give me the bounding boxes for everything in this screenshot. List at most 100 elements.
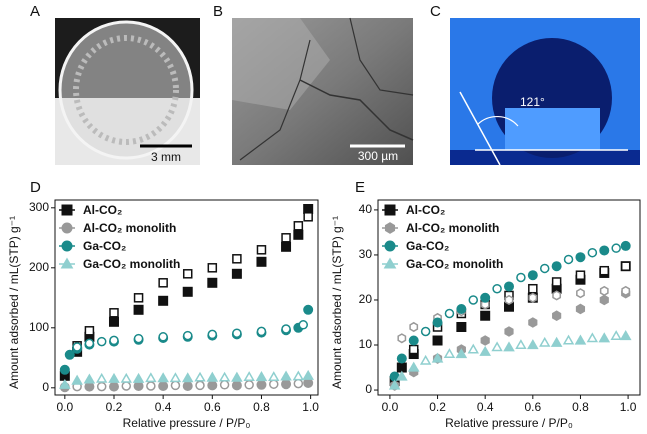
adsorption-point	[255, 371, 268, 382]
adsorption-point	[456, 303, 467, 314]
adsorption-point	[396, 353, 407, 364]
adsorption-point	[157, 372, 169, 383]
desorption-point	[621, 285, 631, 297]
adsorption-point	[552, 310, 562, 322]
panel-label: D	[30, 179, 41, 196]
desorption-point	[96, 381, 107, 392]
adsorption-point	[302, 369, 314, 380]
x-tick-label: 0.2	[429, 400, 446, 414]
desorption-point	[158, 332, 168, 342]
adsorption-point	[599, 245, 610, 256]
adsorption-point	[456, 321, 467, 332]
scale-bar-label: 3 mm	[151, 150, 181, 164]
desorption-point	[133, 293, 144, 303]
desorption-point	[397, 333, 407, 344]
desorption-point	[576, 288, 585, 299]
adsorption-point	[133, 304, 144, 315]
plot-frame	[54, 199, 319, 396]
desorption-point	[539, 263, 550, 274]
desorption-point	[293, 221, 304, 231]
desorption-point	[303, 212, 313, 222]
desorption-point	[256, 326, 267, 337]
panel-label: B	[213, 3, 223, 20]
y-tick-label: 0	[365, 382, 372, 396]
legend-label: Al-CO₂	[406, 203, 445, 217]
adsorption-point	[207, 277, 218, 288]
adsorption-point	[108, 381, 119, 392]
legend-label: Ga-CO₂	[406, 239, 449, 253]
adsorption-point	[182, 286, 193, 297]
adsorption-point	[574, 334, 587, 345]
adsorption-point	[432, 335, 443, 346]
adsorption-point	[158, 295, 169, 306]
desorption-point	[109, 335, 119, 346]
desorption-point	[599, 265, 610, 276]
adsorption-point	[455, 348, 468, 359]
adsorption-point	[575, 303, 586, 315]
adsorption-point	[303, 304, 314, 315]
adsorption-point	[158, 381, 169, 391]
adsorption-point	[281, 241, 292, 252]
adsorption-point	[83, 373, 96, 384]
desorption-point	[207, 263, 218, 273]
desorption-point	[96, 336, 107, 347]
adsorption-point	[408, 335, 419, 346]
x-tick-label: 0.6	[524, 400, 541, 414]
legend-label: Ga-CO₂	[83, 239, 126, 253]
desorption-point	[620, 261, 631, 271]
x-tick-label: 0.4	[477, 400, 494, 414]
adsorption-point	[256, 379, 267, 390]
adsorption-point	[181, 372, 194, 383]
legend-label: Ga-CO₂ monolith	[83, 257, 180, 271]
y-tick-label: 10	[359, 337, 373, 351]
desorption-point	[281, 233, 291, 243]
adsorption-point	[599, 294, 609, 306]
adsorption-point	[108, 316, 119, 327]
adsorption-point	[598, 332, 611, 343]
desorption-point	[528, 283, 538, 294]
desorption-point	[256, 245, 267, 255]
legend-label: Al-CO₂	[83, 203, 122, 217]
adsorption-point	[64, 349, 75, 360]
desorption-point	[121, 381, 132, 391]
desorption-point	[195, 380, 205, 391]
photo-b: 300 µm	[232, 17, 414, 165]
desorption-point	[169, 372, 182, 383]
desorption-point	[207, 329, 218, 340]
desorption-point	[268, 371, 280, 381]
photo-c: 121°	[450, 18, 640, 165]
adsorption-point	[480, 335, 490, 346]
adsorption-point	[388, 379, 401, 390]
desorption-point	[444, 308, 455, 319]
x-tick-label: 0.8	[253, 400, 270, 414]
x-tick-label: 0.2	[106, 400, 123, 414]
scale-bar-label: 300 µm	[358, 149, 398, 163]
desorption-point	[194, 371, 206, 382]
x-axis-label: Relative pressure / P/P₀	[123, 416, 251, 430]
desorption-point	[232, 328, 242, 338]
desorption-point	[587, 247, 598, 258]
desorption-point	[218, 371, 231, 382]
photo-a: 3 mm	[55, 18, 200, 165]
legend-label: Ga-CO₂ monolith	[406, 257, 503, 271]
adsorption-point	[71, 374, 83, 385]
desorption-point	[575, 270, 586, 280]
adsorption-point	[527, 339, 539, 350]
adsorption-point	[620, 240, 631, 251]
desorption-point	[158, 278, 168, 288]
desorption-point	[420, 326, 431, 337]
x-tick-label: 1.0	[302, 400, 319, 414]
desorption-point	[219, 380, 230, 390]
desorption-point	[610, 330, 622, 340]
desorption-point	[146, 381, 156, 391]
desorption-point	[409, 321, 419, 333]
adsorption-point	[206, 371, 219, 382]
adsorption-point	[207, 380, 218, 391]
y-tick-label: 40	[359, 202, 373, 216]
x-tick-label: 0.8	[572, 400, 589, 414]
x-tick-label: 0.0	[382, 400, 399, 414]
desorption-point	[109, 308, 119, 318]
desorption-point	[504, 294, 514, 306]
desorption-point	[443, 348, 456, 358]
legend-label: Al-CO₂ monolith	[83, 221, 176, 235]
